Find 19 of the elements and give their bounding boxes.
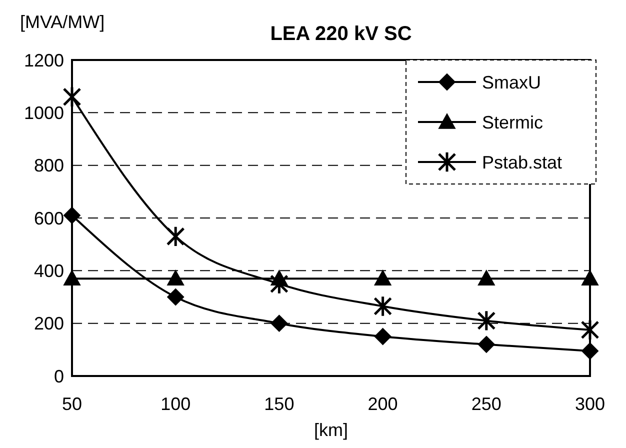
y-tick-label: 1200 (24, 50, 64, 70)
x-tick-label: 100 (160, 394, 191, 414)
x-tick-label: 250 (471, 394, 502, 414)
y-axis-title: [MVA/MW] (20, 12, 105, 32)
x-tick-label: 300 (574, 394, 606, 414)
x-tick-label: 150 (264, 394, 294, 414)
legend-label: Pstab.stat (482, 152, 562, 172)
x-tick-label: 50 (62, 394, 82, 414)
y-tick-label: 800 (34, 156, 64, 176)
y-tick-label: 600 (34, 208, 64, 228)
legend-label: SmaxU (482, 72, 542, 92)
y-tick-label: 400 (34, 260, 64, 281)
x-tick-label: 200 (368, 394, 398, 414)
x-axis-title: [km] (314, 420, 348, 440)
y-tick-label: 0 (54, 366, 64, 386)
legend-label: Stermic (482, 112, 544, 132)
chart-title: LEA 220 kV SC (270, 23, 412, 45)
y-tick-label: 1000 (24, 102, 64, 123)
y-tick-label: 200 (34, 314, 64, 334)
